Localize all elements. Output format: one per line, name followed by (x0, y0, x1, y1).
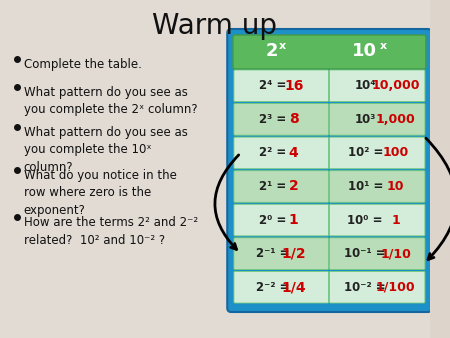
Text: 10⁻² =: 10⁻² = (344, 281, 386, 294)
Text: 2: 2 (289, 179, 298, 193)
FancyBboxPatch shape (329, 70, 425, 102)
FancyBboxPatch shape (234, 271, 328, 303)
FancyBboxPatch shape (227, 29, 432, 312)
FancyBboxPatch shape (329, 238, 425, 269)
Text: 10² =: 10² = (347, 146, 383, 160)
Text: 10⁴: 10⁴ (355, 79, 376, 92)
FancyBboxPatch shape (234, 204, 328, 236)
FancyBboxPatch shape (233, 35, 426, 69)
Text: What pattern do you see as
you complete the 2ˣ column?: What pattern do you see as you complete … (24, 86, 198, 117)
FancyBboxPatch shape (329, 204, 425, 236)
Text: 2¹ =: 2¹ = (259, 180, 286, 193)
Text: 2⁰ =: 2⁰ = (259, 214, 286, 226)
FancyBboxPatch shape (234, 137, 328, 169)
Text: 10⁻¹ =: 10⁻¹ = (344, 247, 386, 260)
FancyBboxPatch shape (329, 271, 425, 303)
Text: 2³ =: 2³ = (259, 113, 286, 126)
Text: 1,000: 1,000 (376, 113, 416, 126)
FancyBboxPatch shape (329, 103, 425, 135)
FancyBboxPatch shape (234, 70, 328, 102)
Text: 1/10: 1/10 (380, 247, 411, 260)
Text: 2⁴ =: 2⁴ = (259, 79, 286, 92)
Text: 1/2: 1/2 (281, 247, 306, 261)
Text: 2² =: 2² = (259, 146, 286, 160)
Text: 16: 16 (284, 79, 303, 93)
Text: What pattern do you see as
you complete the 10ˣ
column?: What pattern do you see as you complete … (24, 126, 188, 174)
Text: 1/100: 1/100 (376, 281, 416, 294)
Text: 2⁻² =: 2⁻² = (256, 281, 289, 294)
FancyBboxPatch shape (234, 238, 328, 269)
FancyBboxPatch shape (234, 171, 328, 202)
Text: 8: 8 (289, 112, 298, 126)
Text: 1: 1 (392, 214, 400, 226)
FancyBboxPatch shape (329, 137, 425, 169)
Text: 4: 4 (289, 146, 298, 160)
Text: x: x (279, 41, 287, 51)
Text: Complete the table.: Complete the table. (24, 58, 142, 71)
Text: 1/4: 1/4 (281, 280, 306, 294)
Text: 10,000: 10,000 (372, 79, 420, 92)
Text: 10³: 10³ (355, 113, 376, 126)
FancyBboxPatch shape (0, 0, 430, 338)
Text: 10: 10 (352, 42, 377, 60)
Text: 100: 100 (382, 146, 409, 160)
Text: How are the terms 2² and 2⁻²
related?  10² and 10⁻² ?: How are the terms 2² and 2⁻² related? 10… (24, 216, 198, 246)
Text: 10¹ =: 10¹ = (347, 180, 383, 193)
FancyBboxPatch shape (329, 171, 425, 202)
Text: What do you notice in the
row where zero is the
exponent?: What do you notice in the row where zero… (24, 169, 177, 217)
Text: Warm up: Warm up (153, 12, 277, 40)
Text: 10⁰ =: 10⁰ = (347, 214, 383, 226)
Text: 2: 2 (266, 42, 279, 60)
FancyBboxPatch shape (234, 103, 328, 135)
Text: 1: 1 (289, 213, 298, 227)
Text: 10: 10 (387, 180, 405, 193)
Text: 2⁻¹ =: 2⁻¹ = (256, 247, 289, 260)
Text: x: x (379, 41, 387, 51)
